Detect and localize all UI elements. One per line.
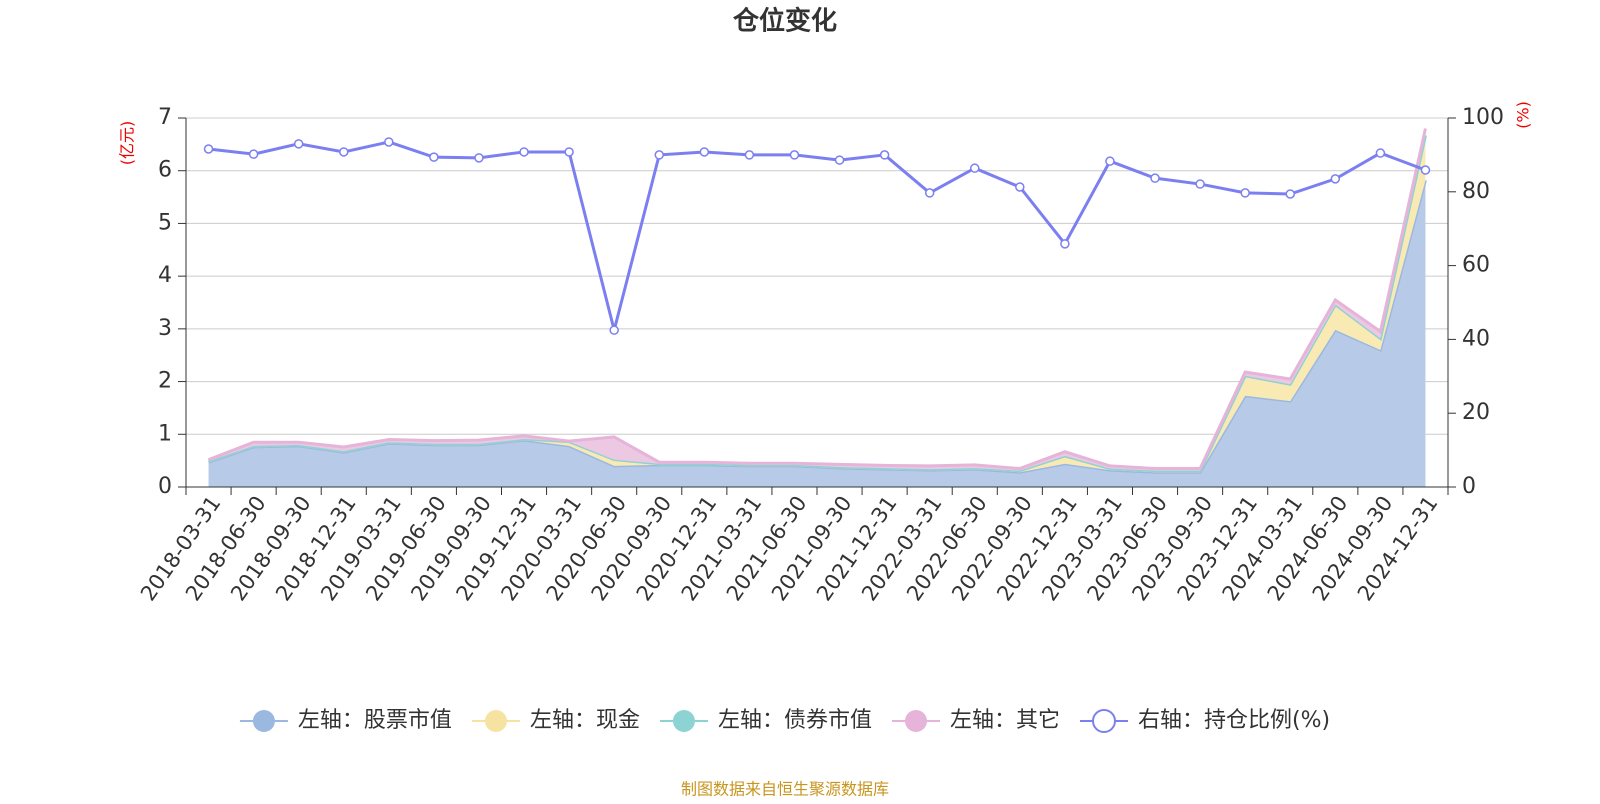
legend-symbol (904, 710, 927, 732)
ratio-point (924, 188, 935, 198)
legend-symbol (1091, 709, 1116, 733)
y2-tick-label: 100 (1462, 105, 1504, 130)
ratio-point (1150, 173, 1160, 183)
legend-symbol (252, 710, 275, 732)
y-tick-label: 7 (158, 105, 172, 130)
y2-tick-label: 40 (1462, 326, 1490, 351)
y-tick-label: 2 (158, 369, 172, 394)
ratio-point (970, 163, 980, 173)
y2-axis-label: (%) (1514, 101, 1533, 129)
y2-tick-label: 0 (1462, 474, 1476, 499)
ratio-point (1375, 148, 1386, 158)
ratio-point (1240, 188, 1250, 198)
ratio-point (1105, 156, 1115, 166)
y-axis-label: (亿元) (118, 121, 137, 166)
ratio-point (654, 150, 664, 160)
chart-title: 仓位变化 (732, 6, 837, 37)
ratio-point (834, 155, 845, 165)
ratio-point (1015, 182, 1025, 192)
y-tick-label: 6 (158, 158, 172, 183)
ratio-point (789, 150, 800, 160)
ratio-point (1195, 179, 1205, 189)
ratio-point (519, 147, 529, 157)
y2-tick-label: 80 (1462, 179, 1490, 204)
ratio-line (208, 140, 1426, 331)
ratio-point (339, 147, 349, 157)
ratio-point (474, 153, 484, 163)
ratio-point (293, 139, 304, 149)
y-tick-label: 3 (158, 316, 172, 341)
source-note: 制图数据来自恒生聚源数据库 (681, 780, 889, 799)
legend-symbol (484, 710, 507, 732)
area (208, 180, 1426, 487)
ratio-point (1060, 239, 1070, 249)
ratio-point (429, 152, 439, 162)
ratio-point (609, 325, 619, 335)
ratio-point (879, 150, 890, 160)
legend-label: 左轴：现金 (530, 708, 640, 733)
ratio-point (1420, 165, 1431, 175)
legend-label: 左轴：债券市值 (718, 708, 872, 733)
ratio-point (248, 149, 259, 159)
y-tick-label: 5 (158, 210, 172, 235)
ratio-point (699, 147, 710, 157)
ratio-point (1330, 174, 1341, 184)
legend: 左轴：股票市值 左轴：现金 左轴：债券市值 左轴：其它 右轴：持仓比例(%) (239, 708, 1330, 733)
legend-label: 左轴：其它 (950, 708, 1060, 733)
y2-tick-label: 60 (1462, 253, 1490, 278)
ratio-point (384, 137, 394, 147)
legend-label: 右轴：持仓比例(%) (1138, 708, 1330, 733)
ratio-point (564, 147, 574, 157)
y-tick-label: 1 (158, 421, 172, 446)
ratio-point (744, 150, 755, 160)
legend-label: 左轴：股票市值 (298, 708, 452, 733)
y2-tick-label: 20 (1462, 400, 1490, 425)
legend-symbol (672, 710, 695, 732)
ratio-point (1285, 189, 1295, 199)
y-tick-label: 0 (158, 474, 172, 499)
area-line (207, 128, 1427, 471)
ratio-point (203, 144, 214, 154)
y-tick-label: 4 (158, 263, 172, 288)
